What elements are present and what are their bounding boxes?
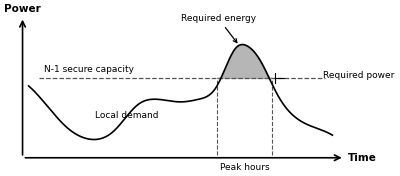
Text: Required power: Required power xyxy=(323,71,395,80)
Text: Time: Time xyxy=(348,153,376,163)
Text: Local demand: Local demand xyxy=(96,111,159,120)
Text: N-1 secure capacity: N-1 secure capacity xyxy=(44,65,134,74)
Text: Peak hours: Peak hours xyxy=(220,163,269,172)
Text: Required energy: Required energy xyxy=(180,14,256,43)
Text: Power: Power xyxy=(4,4,41,14)
